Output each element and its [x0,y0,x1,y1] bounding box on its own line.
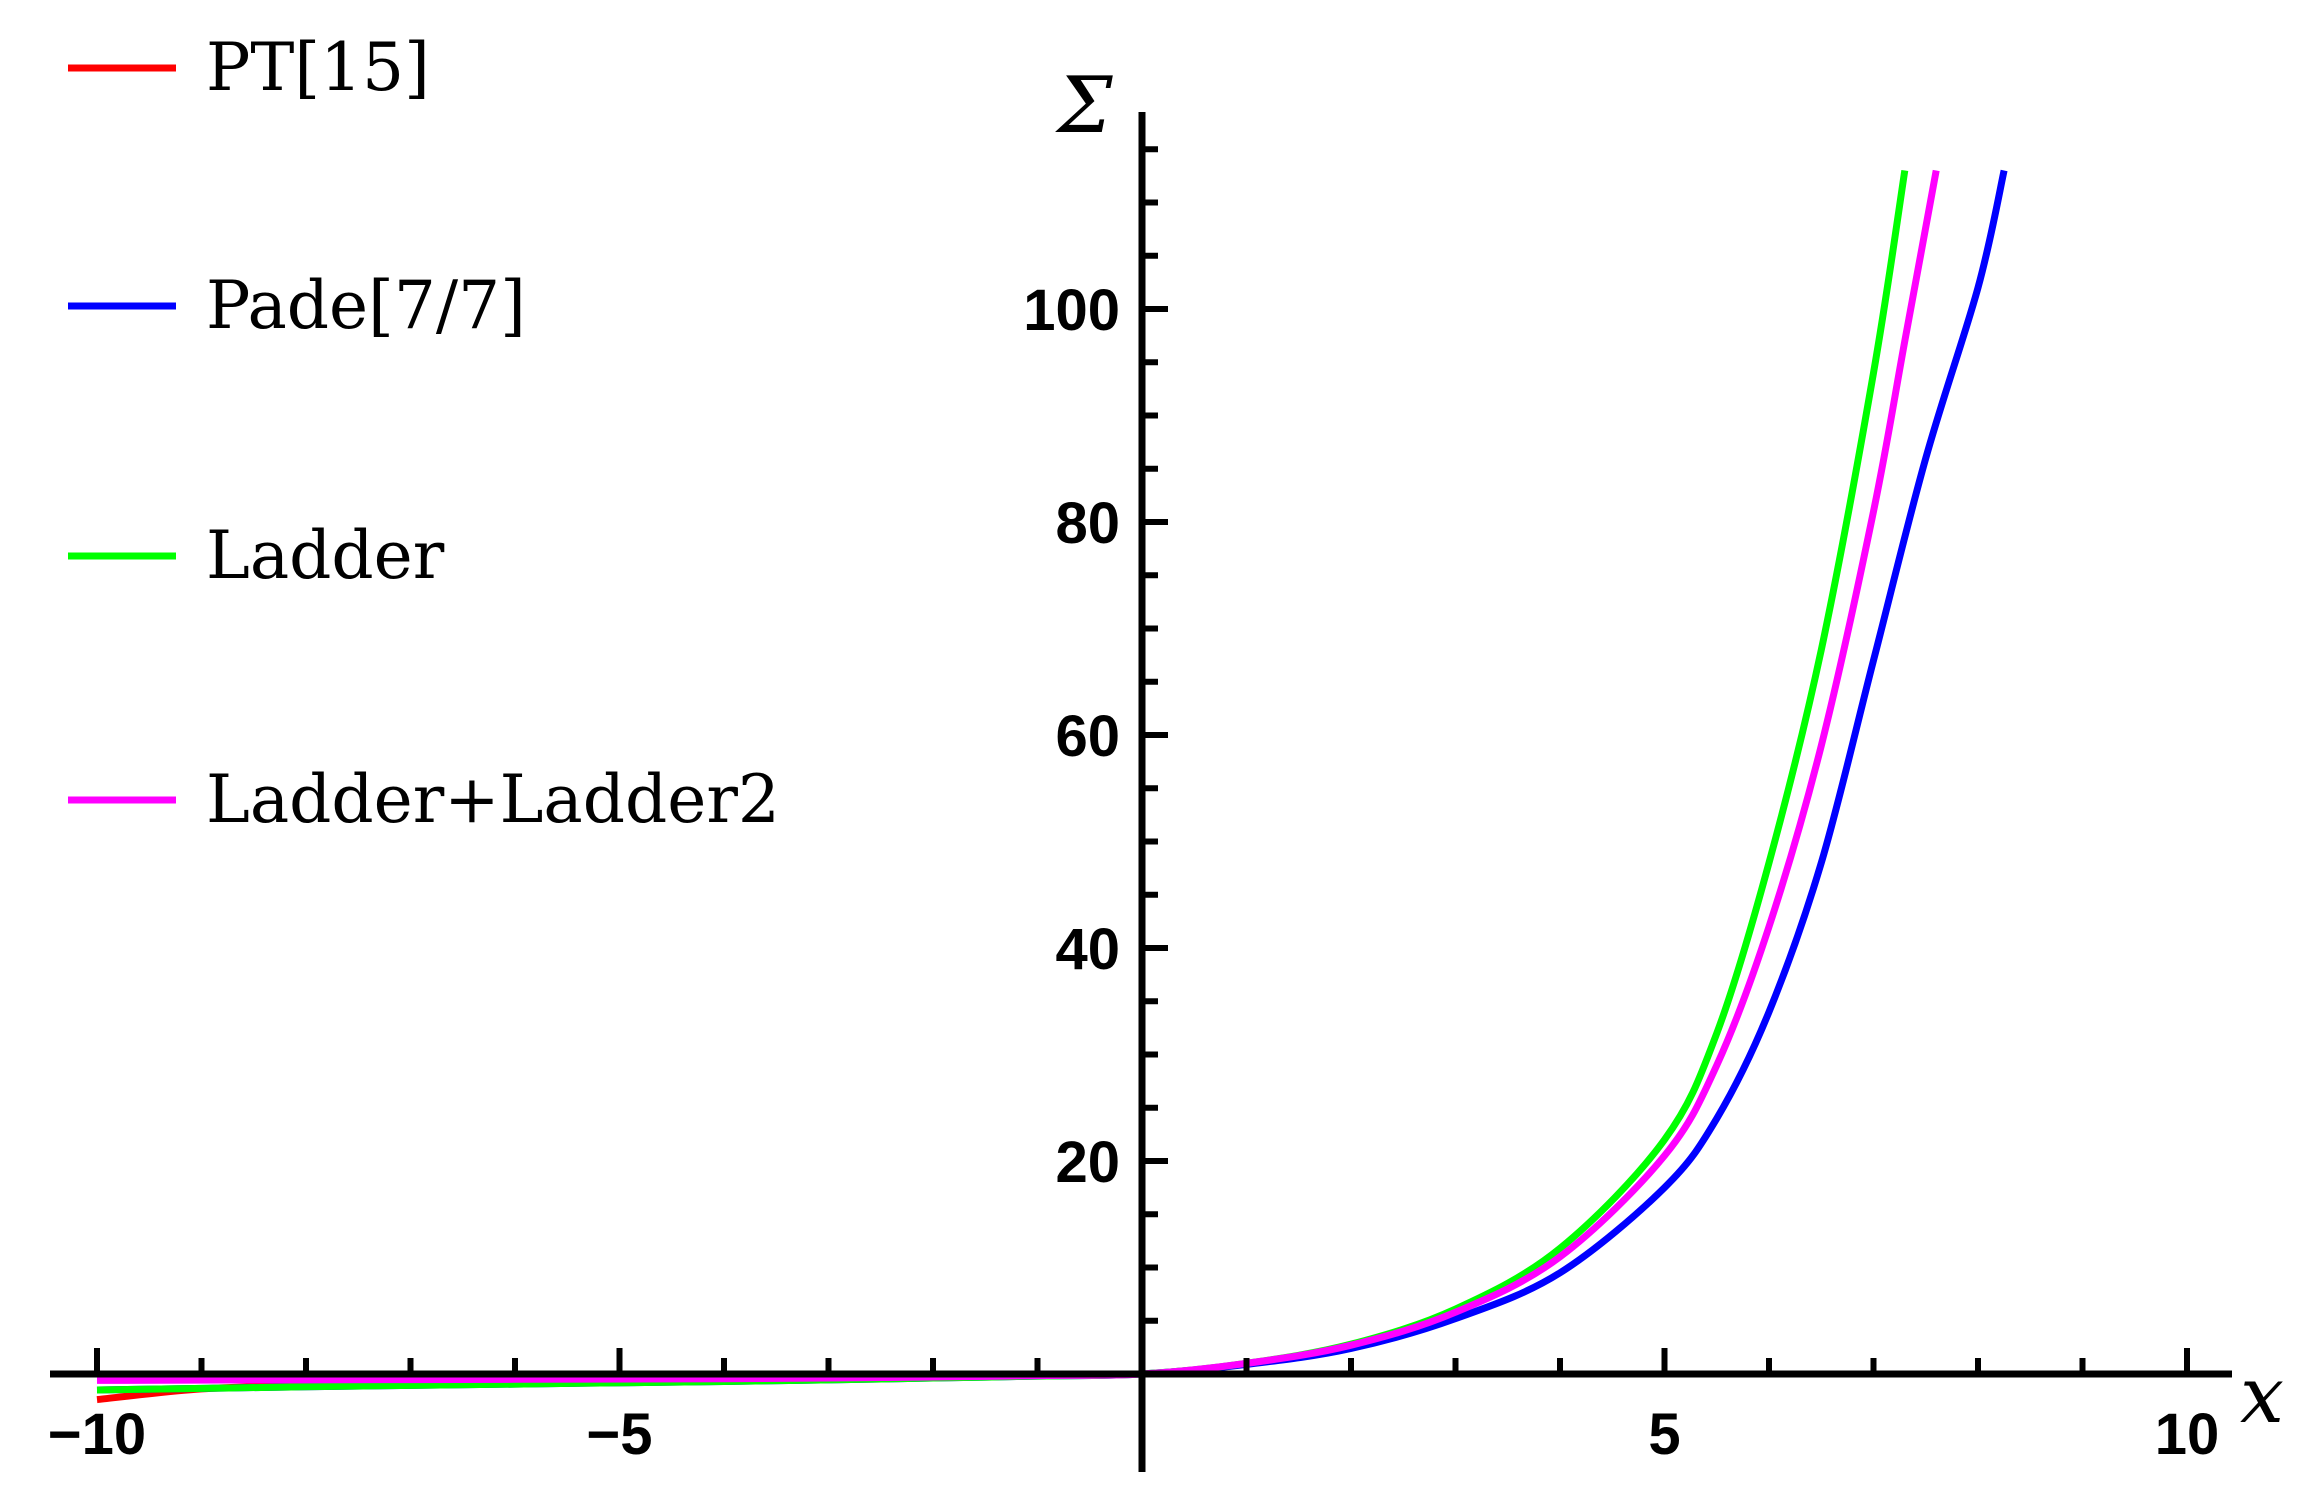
x-axis-title: x [2240,1351,2284,1441]
series-line-4 [96,169,1940,1384]
y-axis-title: Σ [1054,61,1113,151]
y-tick-label: 20 [1055,1130,1120,1195]
axes-layer: −10 −5 5 10 20 40 60 80 100 x Σ [48,61,2284,1472]
x-tick-label: 5 [1648,1402,1680,1467]
y-tick-label: 80 [1055,491,1120,556]
x-tick-label: −10 [48,1402,146,1467]
y-tick-label: 60 [1055,704,1120,769]
legend-layer: PT[15] Pade[7/7] Ladder Ladder+Ladder2 [68,29,780,838]
x-tick-label: −5 [586,1402,652,1467]
y-tick-label: 40 [1055,917,1120,982]
x-tick-label: 10 [2155,1402,2220,1467]
legend-label-2: Pade[7/7] [206,267,526,344]
legend-label-3: Ladder [206,517,445,594]
y-tick-label: 100 [1023,278,1120,343]
legend-label-1: PT[15] [206,29,430,106]
legend-label-4: Ladder+Ladder2 [206,761,780,838]
